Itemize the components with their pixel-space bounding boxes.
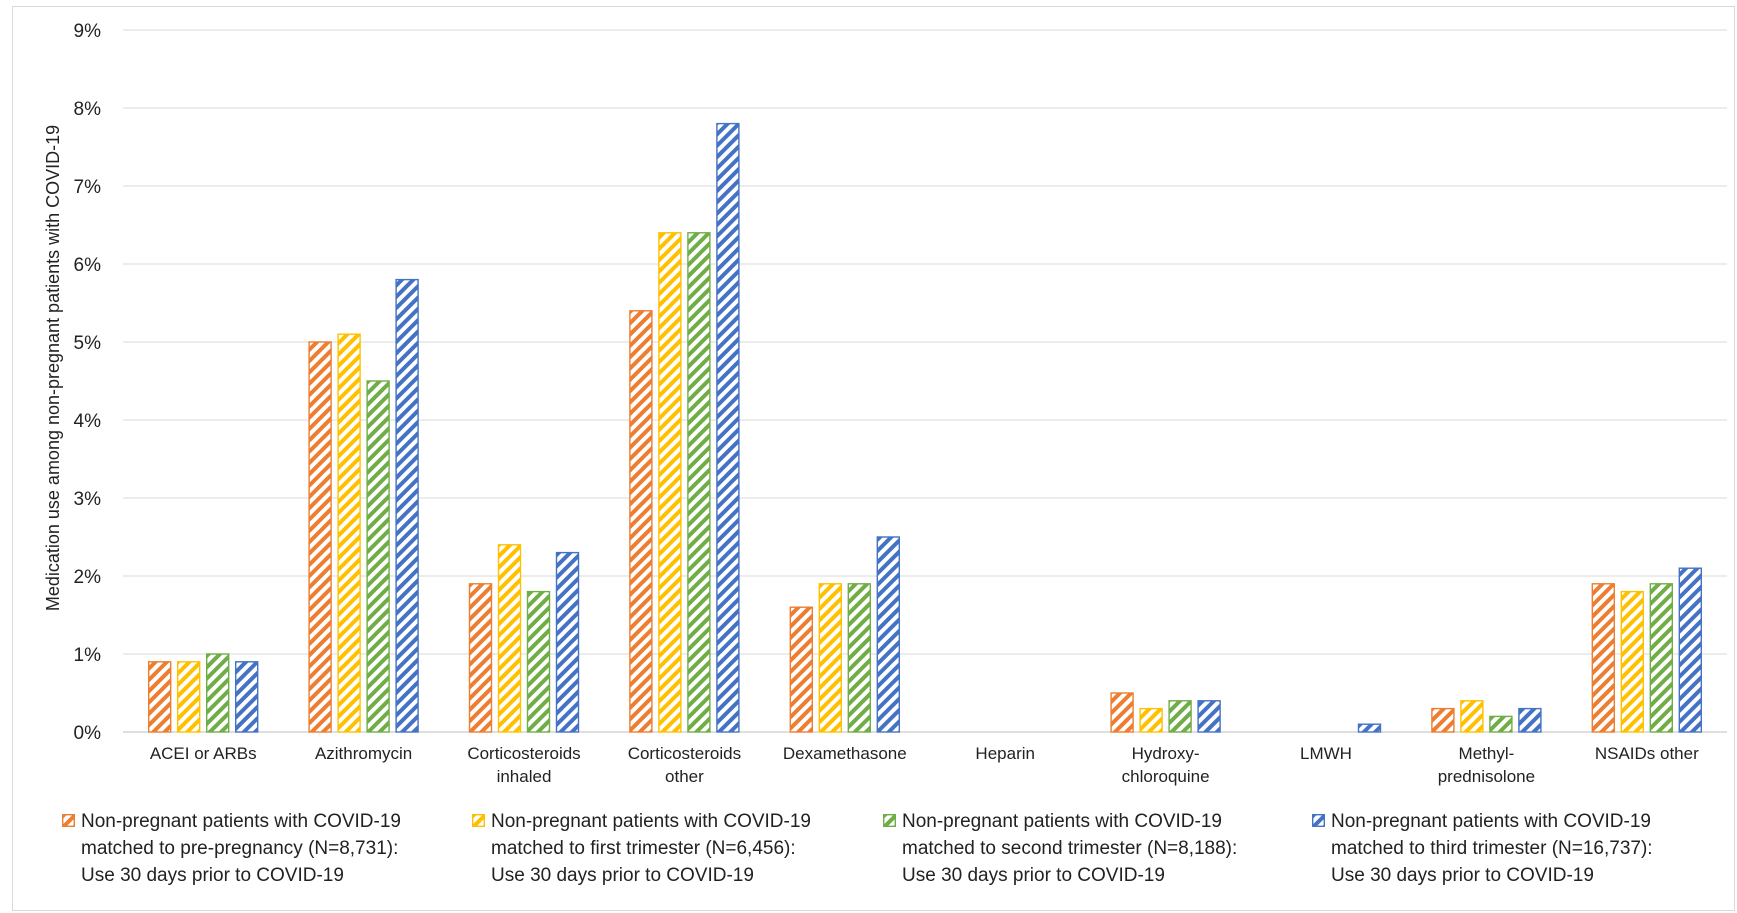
y-tick-label: 9% (74, 21, 102, 42)
y-tick-label: 4% (74, 411, 102, 432)
x-category-label: Corticosteroids other (628, 744, 741, 786)
x-category-label: Corticosteroids inhaled (467, 744, 580, 786)
legend-swatch (1312, 814, 1325, 827)
bar (629, 310, 653, 733)
gridlines (123, 29, 1727, 733)
bar (1649, 583, 1674, 733)
chart-frame (12, 6, 1735, 911)
bar (1620, 590, 1645, 733)
x-axis-category-labels: ACEI or ARBs Azithromycin Corticosteroids i… (150, 744, 1699, 786)
bar (1489, 715, 1513, 733)
bar (555, 551, 580, 733)
y-tick-label: 0% (74, 723, 102, 744)
y-tick-label: 8% (74, 99, 102, 120)
legend-label: Non-pregnant patients with COVID-19 match… (1331, 811, 1653, 886)
bars (147, 122, 1703, 733)
bar (497, 544, 522, 733)
bar (1110, 692, 1134, 733)
y-tick-label: 1% (74, 645, 102, 666)
x-category-label: LMWH (1300, 744, 1352, 763)
bar (337, 333, 361, 733)
bar (395, 278, 419, 733)
bar (1431, 707, 1455, 733)
bar (1518, 707, 1542, 733)
bar (1168, 700, 1192, 733)
legend-swatch (883, 814, 896, 827)
y-tick-label: 6% (74, 255, 102, 276)
legend-label: Non-pregnant patients with COVID-19 match… (902, 811, 1238, 886)
x-category-label: Hydroxy-chloroquine (1122, 744, 1210, 786)
x-category-label: ACEI or ARBs (150, 744, 257, 763)
bar (1139, 707, 1163, 733)
bar (205, 653, 230, 733)
legend-label: Non-pregnant patients with COVID-19 match… (81, 811, 401, 886)
legend: Non-pregnant patients with COVID-19 match… (62, 808, 1722, 908)
y-axis-title: Medication use among non-pregnant patien… (43, 125, 63, 611)
x-category-label: Methyl-prednisolone (1438, 744, 1535, 786)
bar (526, 590, 551, 733)
x-category-label: NSAIDs other (1595, 744, 1699, 763)
y-axis-tick-labels: 0% 1% 2% 3% 4% 5% 6% 7% 8% 9% (74, 21, 102, 744)
bar (308, 341, 332, 733)
bar (147, 661, 172, 733)
bar (1357, 723, 1382, 733)
bar (176, 661, 201, 733)
bar (1460, 700, 1484, 733)
y-tick-label: 3% (74, 489, 102, 510)
legend-label: Non-pregnant patients with COVID-19 match… (491, 811, 811, 886)
x-category-label: Azithromycin (315, 744, 412, 763)
legend-swatch (62, 814, 75, 827)
x-category-label: Heparin (975, 744, 1035, 763)
y-tick-label: 7% (74, 177, 102, 198)
bar (468, 583, 493, 733)
bar (1591, 583, 1616, 733)
bar (1197, 700, 1221, 733)
y-tick-label: 2% (74, 567, 102, 588)
legend-swatch (472, 814, 485, 827)
bar (1678, 567, 1703, 733)
bar (366, 380, 390, 733)
y-tick-label: 5% (74, 333, 102, 354)
bar (818, 583, 842, 733)
x-category-label: Dexamethasone (783, 744, 907, 763)
bar (847, 583, 871, 733)
bar (687, 232, 711, 733)
bar (716, 122, 740, 733)
bar (234, 661, 259, 733)
bar (876, 536, 900, 733)
bar (658, 232, 682, 733)
bar (789, 606, 813, 733)
